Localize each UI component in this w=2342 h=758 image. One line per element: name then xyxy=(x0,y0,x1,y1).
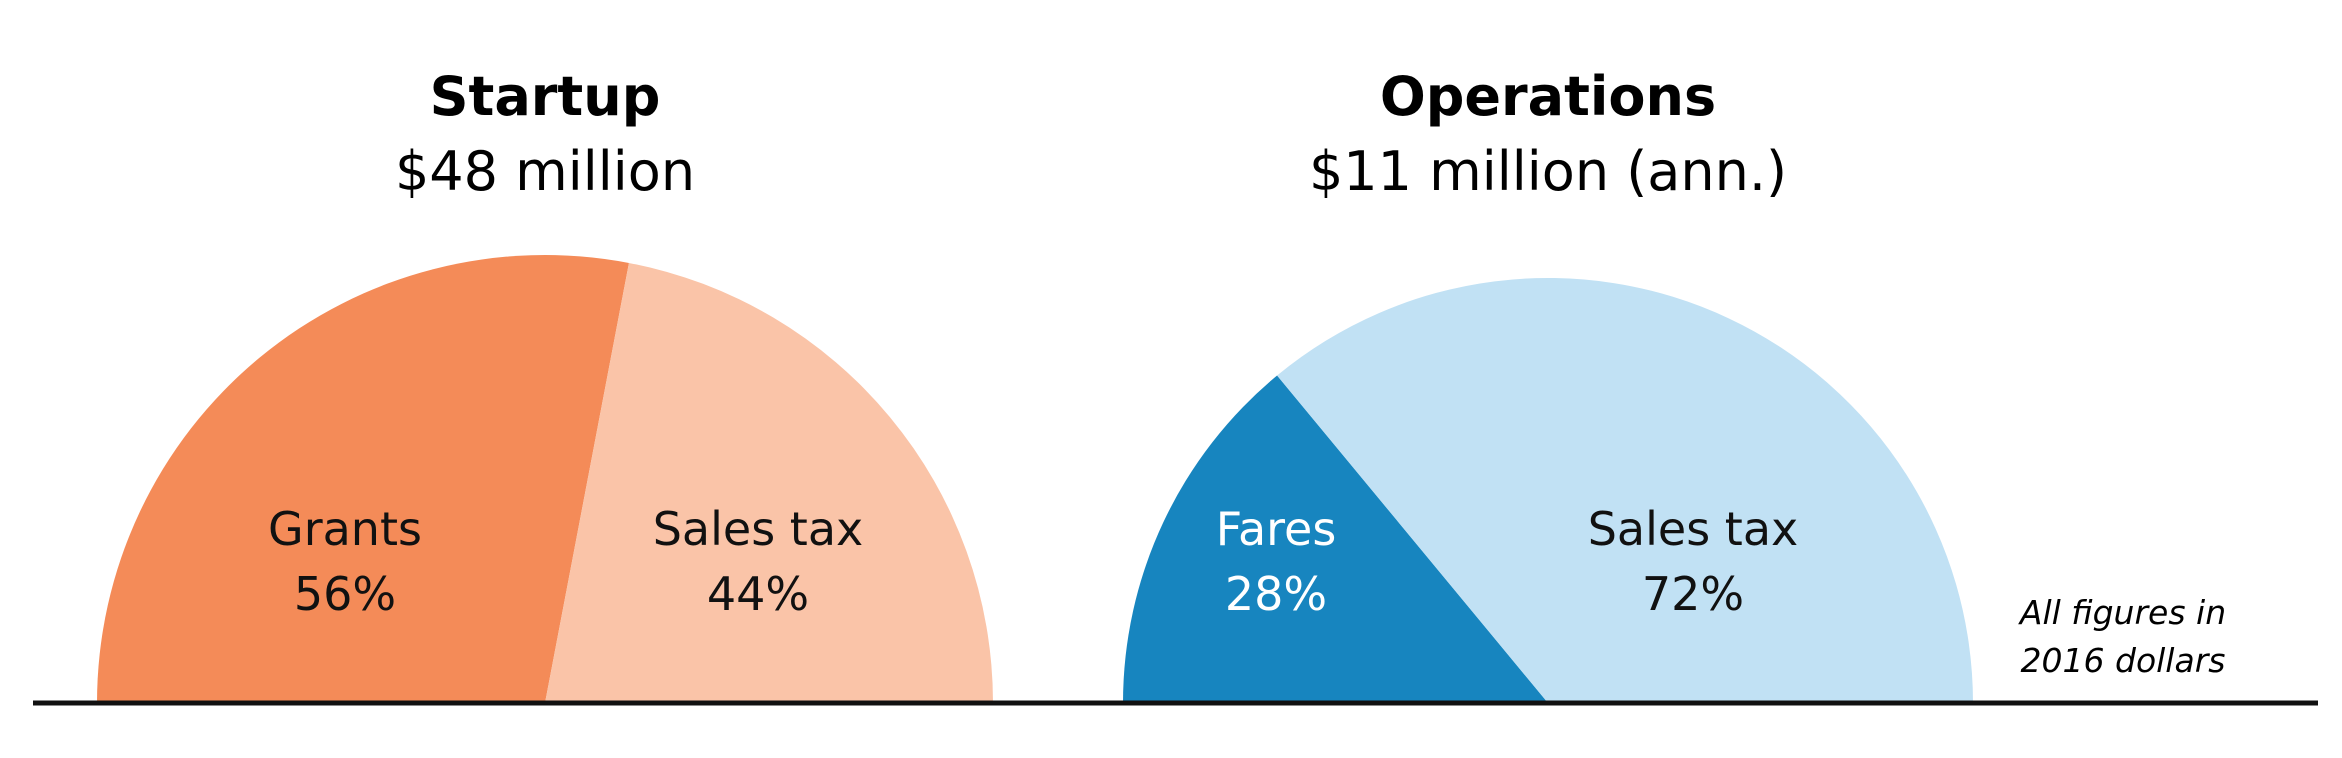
startup-slice-sales-tax xyxy=(545,262,993,703)
operations-sales-tax-value: 72% xyxy=(1642,567,1744,621)
note-line-2: 2016 dollars xyxy=(2021,641,2226,680)
startup-title: Startup xyxy=(430,65,661,128)
operations-slice-fares xyxy=(1123,375,1548,703)
startup-sales-tax-value: 44% xyxy=(707,567,809,621)
operations-slices xyxy=(1123,277,1973,703)
operations-chart: Operations $11 million (ann.) Fares 28% … xyxy=(1123,65,1973,703)
startup-subtitle: $48 million xyxy=(395,140,695,203)
startup-labels: Grants 56% Sales tax 44% xyxy=(268,502,863,621)
operations-fares-label: Fares xyxy=(1216,502,1337,556)
note-line-1: All figures in xyxy=(2018,593,2226,632)
startup-chart: Startup $48 million Grants 56% Sales tax… xyxy=(97,65,993,703)
operations-subtitle: $11 million (ann.) xyxy=(1309,140,1787,203)
operations-slice-sales-tax xyxy=(1277,277,1973,703)
startup-slice-grants xyxy=(97,255,629,703)
startup-grants-label: Grants xyxy=(268,502,422,556)
operations-sales-tax-label: Sales tax xyxy=(1588,502,1799,556)
startup-slices xyxy=(97,255,993,703)
currency-note: All figures in 2016 dollars xyxy=(2018,593,2226,680)
operations-fares-value: 28% xyxy=(1225,567,1327,621)
operations-labels: Fares 28% Sales tax 72% xyxy=(1216,502,1799,621)
startup-sales-tax-label: Sales tax xyxy=(653,502,864,556)
startup-grants-value: 56% xyxy=(294,567,396,621)
operations-title: Operations xyxy=(1380,65,1716,128)
